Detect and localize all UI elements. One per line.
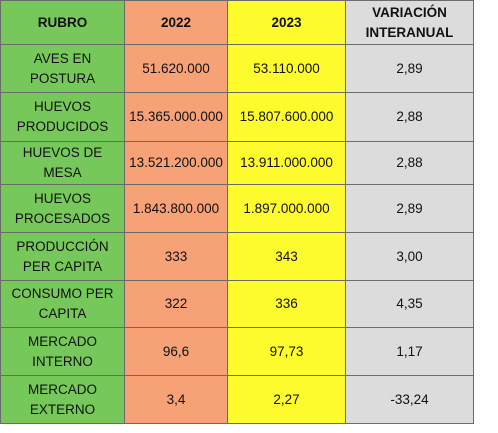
value-2022-cell: 51.620.000 — [124, 44, 228, 93]
variacion-cell: 2,88 — [345, 92, 474, 142]
table-row: CONSUMO PER CAPITA 322 336 4,35 — [0, 280, 474, 328]
value-2022-cell: 322 — [124, 280, 228, 328]
data-table: RUBRO 2022 2023 VARIACIÓN INTERANUAL AVE… — [0, 0, 474, 424]
rubro-cell: PRODUCCIÓN PER CAPITA — [0, 232, 125, 281]
variacion-cell: 3,00 — [345, 232, 474, 281]
variacion-cell: -33,24 — [345, 375, 474, 424]
rubro-cell: MERCADO INTERNO — [0, 327, 125, 376]
header-2022: 2022 — [124, 0, 228, 45]
variacion-cell: 4,35 — [345, 280, 474, 328]
rubro-cell: HUEVOS PRODUCIDOS — [0, 92, 125, 142]
value-2022-cell: 3,4 — [124, 375, 228, 424]
variacion-cell: 2,89 — [345, 44, 474, 93]
value-2022-cell: 13.521.200.000 — [124, 141, 228, 185]
value-2022-cell: 96,6 — [124, 327, 228, 376]
value-2022-cell: 15.365.000.000 — [124, 92, 228, 142]
header-row: RUBRO 2022 2023 VARIACIÓN INTERANUAL — [0, 0, 474, 45]
value-2023-cell: 1.897.000.000 — [227, 184, 346, 233]
table-row: HUEVOS PRODUCIDOS 15.365.000.000 15.807.… — [0, 92, 474, 142]
value-2023-cell: 15.807.600.000 — [227, 92, 346, 142]
table-row: MERCADO INTERNO 96,6 97,73 1,17 — [0, 327, 474, 376]
value-2023-cell: 2,27 — [227, 375, 346, 424]
value-2023-cell: 343 — [227, 232, 346, 281]
variacion-cell: 1,17 — [345, 327, 474, 376]
value-2023-cell: 13.911.000.000 — [227, 141, 346, 185]
variacion-cell: 2,89 — [345, 184, 474, 233]
table-row: AVES EN POSTURA 51.620.000 53.110.000 2,… — [0, 44, 474, 93]
table-row: MERCADO EXTERNO 3,4 2,27 -33,24 — [0, 375, 474, 424]
rubro-cell: MERCADO EXTERNO — [0, 375, 125, 424]
variacion-cell: 2,88 — [345, 141, 474, 185]
value-2022-cell: 1.843.800.000 — [124, 184, 228, 233]
table-row: HUEVOS DE MESA 13.521.200.000 13.911.000… — [0, 141, 474, 185]
table-row: HUEVOS PROCESADOS 1.843.800.000 1.897.00… — [0, 184, 474, 233]
value-2023-cell: 53.110.000 — [227, 44, 346, 93]
header-2023: 2023 — [227, 0, 346, 45]
rubro-cell: HUEVOS PROCESADOS — [0, 184, 125, 233]
header-rubro: RUBRO — [0, 0, 125, 45]
rubro-cell: CONSUMO PER CAPITA — [0, 280, 125, 328]
rubro-cell: HUEVOS DE MESA — [0, 141, 125, 185]
value-2023-cell: 336 — [227, 280, 346, 328]
rubro-cell: AVES EN POSTURA — [0, 44, 125, 93]
table-row: PRODUCCIÓN PER CAPITA 333 343 3,00 — [0, 232, 474, 281]
header-variacion: VARIACIÓN INTERANUAL — [345, 0, 474, 45]
value-2022-cell: 333 — [124, 232, 228, 281]
value-2023-cell: 97,73 — [227, 327, 346, 376]
